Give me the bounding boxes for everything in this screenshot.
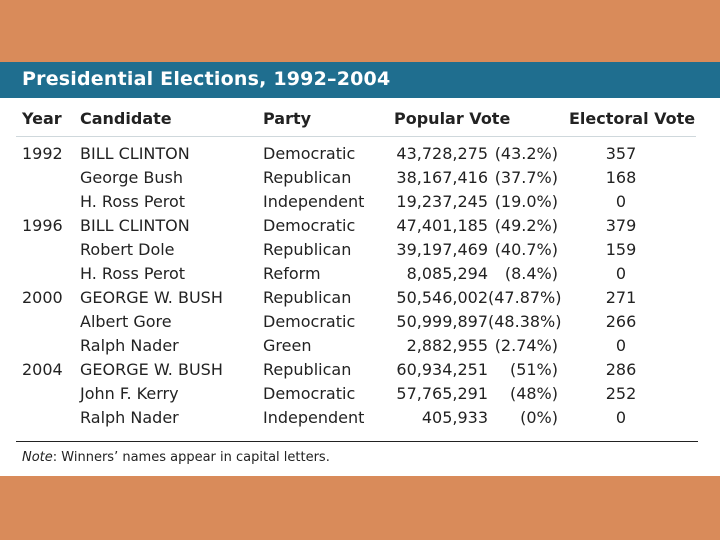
table-row: 2000 GEORGE W. BUSH Republican 50,546,002 (4… (16, 286, 696, 310)
table-row: George Bush Republican 38,167,416 (37.7%) 16… (16, 166, 696, 190)
vote-percent-cell: (2.74%) (494, 336, 558, 355)
candidate-cell: BILL CLINTON (80, 216, 190, 235)
electoral-vote-cell: 266 (605, 312, 637, 331)
vote-percent-cell: (51%) (509, 360, 558, 379)
candidate-cell: GEORGE W. BUSH (80, 288, 223, 307)
party-cell: Democratic (263, 384, 356, 403)
popular-vote-cell: 8,085,294 (406, 264, 488, 283)
header-electoral-vote: Electoral Vote (569, 109, 696, 128)
electoral-vote-cell: 159 (605, 240, 637, 259)
electoral-vote-cell: 0 (615, 264, 627, 283)
party-cell: Democratic (263, 312, 356, 331)
electoral-vote-cell: 0 (615, 336, 627, 355)
popular-vote-cell: 19,237,245 (396, 192, 488, 211)
party-cell: Republican (263, 168, 352, 187)
note-text: : Winners’ names appear in capital lette… (52, 450, 330, 465)
electoral-vote-cell: 168 (605, 168, 637, 187)
vote-percent-cell: (48%) (509, 384, 558, 403)
vote-percent-cell: (40.7%) (494, 240, 558, 259)
year-cell: 1996 (22, 216, 63, 235)
header-candidate: Candidate (80, 109, 172, 128)
candidate-cell: George Bush (80, 168, 184, 187)
vote-percent-cell: (49.2%) (494, 216, 558, 235)
table-row: 2004 GEORGE W. BUSH Republican 60,934,251 (5… (16, 358, 696, 382)
electoral-vote-cell: 379 (605, 216, 637, 235)
party-cell: Green (263, 336, 312, 355)
party-cell: Democratic (263, 144, 356, 163)
popular-vote-cell: 50,546,002 (396, 288, 488, 307)
table-note: Note: Winners’ names appear in capital l… (22, 450, 330, 465)
party-cell: Reform (263, 264, 321, 283)
year-cell: 2004 (22, 360, 63, 379)
popular-vote-cell: 38,167,416 (396, 168, 488, 187)
candidate-cell: Ralph Nader (80, 336, 179, 355)
candidate-cell: BILL CLINTON (80, 144, 190, 163)
electoral-vote-cell: 0 (615, 192, 627, 211)
year-cell: 1992 (22, 144, 63, 163)
popular-vote-cell: 60,934,251 (396, 360, 488, 379)
party-cell: Republican (263, 240, 352, 259)
party-cell: Independent (263, 192, 365, 211)
party-cell: Democratic (263, 216, 356, 235)
vote-percent-cell: (0%) (520, 408, 558, 427)
electoral-vote-cell: 271 (605, 288, 637, 307)
candidate-cell: Albert Gore (80, 312, 172, 331)
vote-percent-cell: (19.0%) (494, 192, 558, 211)
table-row: 1996 BILL CLINTON Democratic 47,401,185 (49.… (16, 214, 696, 238)
table-body: 1992 BILL CLINTON Democratic 43,728,275 (43.… (16, 142, 696, 430)
header-popular-vote: Popular Vote (394, 109, 511, 128)
party-cell: Republican (263, 360, 352, 379)
header-divider (16, 136, 696, 137)
vote-percent-cell: (43.2%) (494, 144, 558, 163)
table-slide: Presidential Elections, 1992–2004 Year C… (0, 62, 720, 476)
electoral-vote-cell: 286 (605, 360, 637, 379)
table-title: Presidential Elections, 1992–2004 (22, 68, 391, 90)
election-table: Year Candidate Party Popular Vote Electo… (16, 98, 696, 440)
candidate-cell: H. Ross Perot (80, 264, 186, 283)
table-bottom-rule (16, 441, 698, 442)
vote-percent-cell: (47.87%) (488, 288, 562, 307)
party-cell: Independent (263, 408, 365, 427)
table-row: H. Ross Perot Reform 8,085,294 (8.4%) 0 (16, 262, 696, 286)
popular-vote-cell: 47,401,185 (396, 216, 488, 235)
year-cell: 2000 (22, 288, 63, 307)
table-row: John F. Kerry Democratic 57,765,291 (48%) 25… (16, 382, 696, 406)
candidate-cell: John F. Kerry (80, 384, 179, 403)
popular-vote-cell: 43,728,275 (396, 144, 488, 163)
title-banner: Presidential Elections, 1992–2004 (0, 62, 720, 98)
candidate-cell: Robert Dole (80, 240, 175, 259)
candidate-cell: Ralph Nader (80, 408, 179, 427)
table-row: Ralph Nader Green 2,882,955 (2.74%) 0 (16, 334, 696, 358)
vote-percent-cell: (8.4%) (504, 264, 558, 283)
popular-vote-cell: 39,197,469 (396, 240, 488, 259)
table-row: H. Ross Perot Independent 19,237,245 (19.0%… (16, 190, 696, 214)
vote-percent-cell: (48.38%) (488, 312, 562, 331)
table-row: Ralph Nader Independent 405,933 (0%) 0 (16, 406, 696, 430)
popular-vote-cell: 405,933 (421, 408, 488, 427)
table-row: Robert Dole Republican 39,197,469 (40.7%) 15… (16, 238, 696, 262)
popular-vote-cell: 2,882,955 (406, 336, 488, 355)
party-cell: Republican (263, 288, 352, 307)
popular-vote-cell: 57,765,291 (396, 384, 488, 403)
candidate-cell: H. Ross Perot (80, 192, 186, 211)
header-year: Year (22, 109, 62, 128)
header-party: Party (263, 109, 312, 128)
vote-percent-cell: (37.7%) (494, 168, 558, 187)
note-label: Note (22, 450, 53, 465)
electoral-vote-cell: 0 (615, 408, 627, 427)
electoral-vote-cell: 252 (605, 384, 637, 403)
popular-vote-cell: 50,999,897 (396, 312, 488, 331)
table-row: 1992 BILL CLINTON Democratic 43,728,275 (43.… (16, 142, 696, 166)
table-row: Albert Gore Democratic 50,999,897 (48.38%) 2… (16, 310, 696, 334)
candidate-cell: GEORGE W. BUSH (80, 360, 223, 379)
electoral-vote-cell: 357 (605, 144, 637, 163)
